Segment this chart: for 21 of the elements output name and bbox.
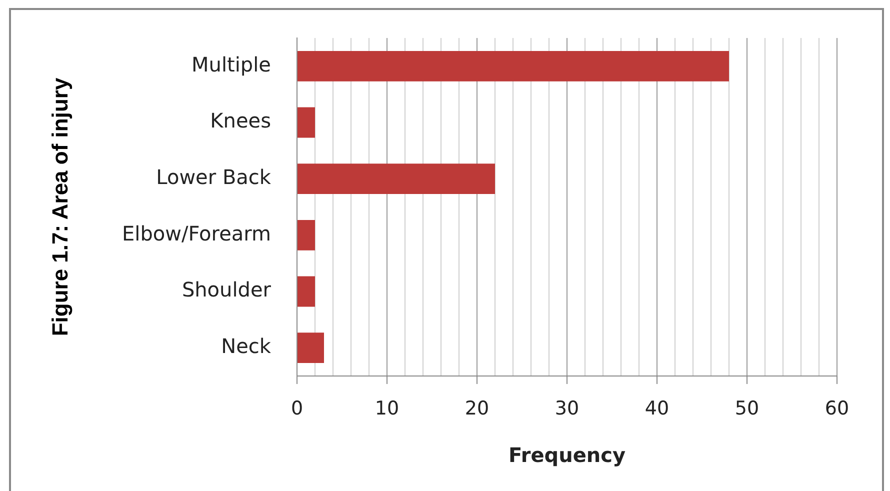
bar (298, 50, 729, 82)
x-tick-label: 10 (374, 397, 400, 420)
bar (298, 107, 315, 138)
x-tick-label: 20 (464, 397, 490, 420)
bar (298, 220, 315, 250)
y-tick-label: Neck (221, 334, 272, 358)
x-axis-title: Frequency (508, 443, 626, 468)
y-tick-label: Knees (210, 108, 271, 133)
bar (298, 164, 495, 194)
x-tick-label: 30 (554, 397, 580, 420)
y-tick-label: Elbow/Forearm (122, 221, 271, 246)
y-tick-label: Shoulder (182, 278, 272, 302)
x-tick-label: 0 (290, 397, 304, 420)
bar (298, 276, 315, 307)
bar (298, 332, 324, 364)
y-axis-title: Figure 1.7: Area of injury (47, 77, 72, 336)
x-tick-label: 60 (824, 397, 850, 420)
x-tick-label: 40 (644, 397, 670, 420)
y-tick-label: Lower Back (156, 165, 272, 190)
x-tick-label: 50 (734, 397, 760, 420)
y-tick-label: Multiple (192, 52, 271, 76)
